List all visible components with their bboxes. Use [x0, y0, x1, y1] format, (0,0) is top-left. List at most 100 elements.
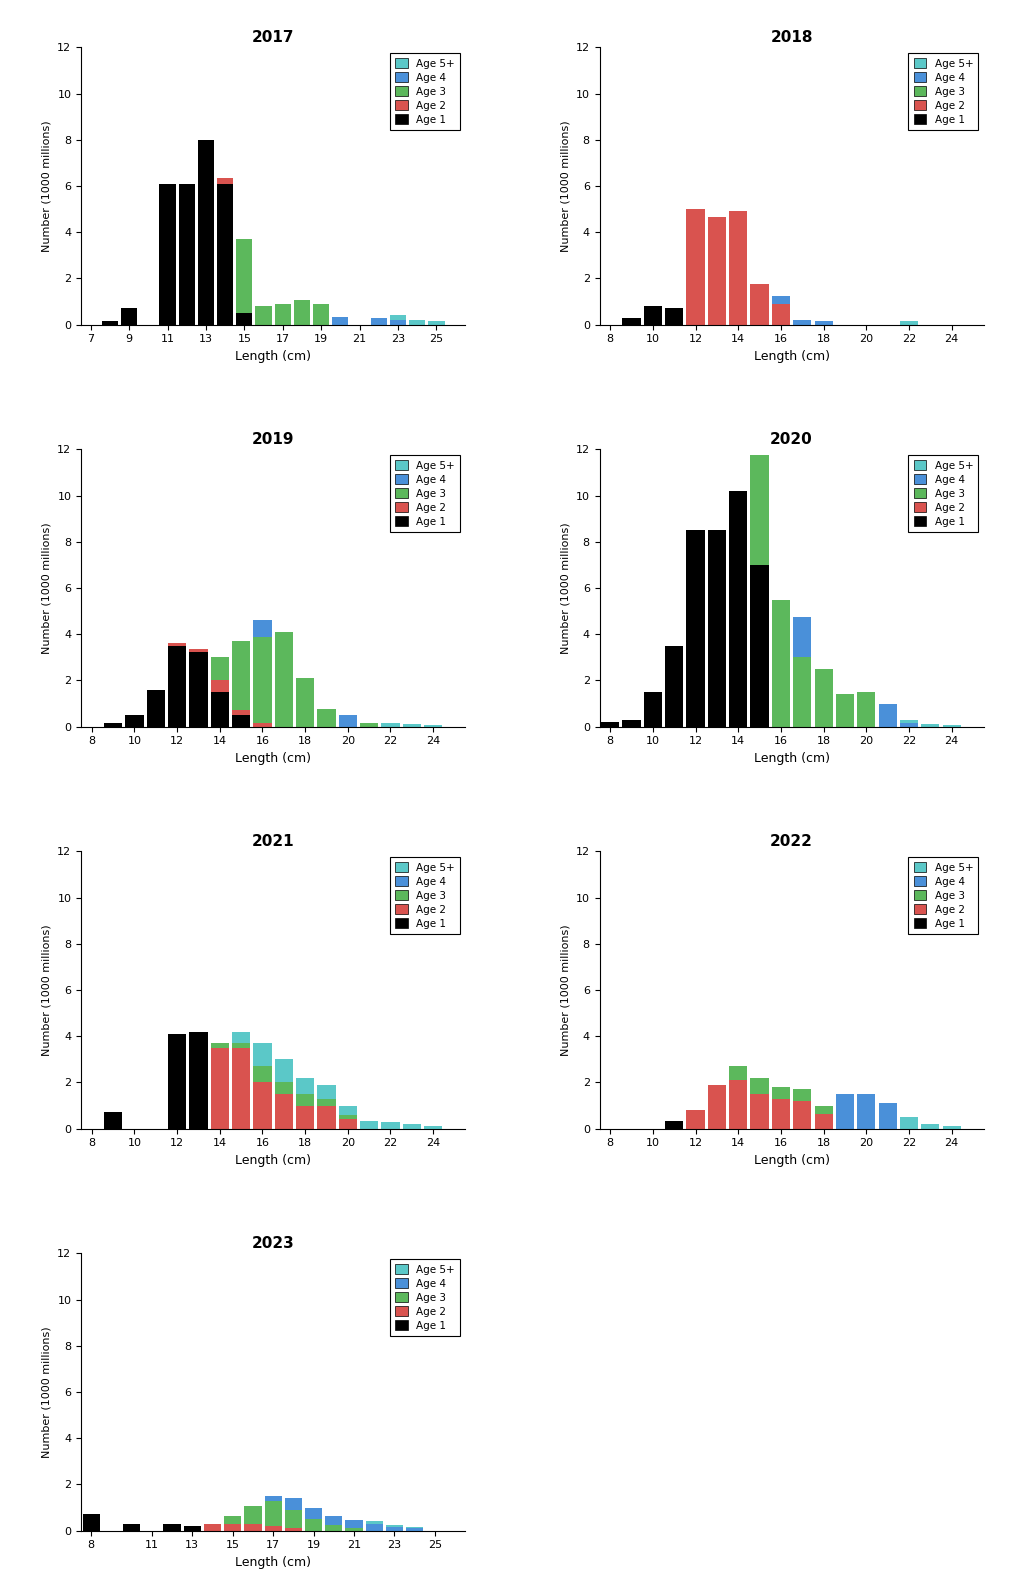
Bar — [381, 1122, 400, 1128]
Bar — [366, 1524, 382, 1531]
Bar — [232, 710, 250, 715]
Bar — [232, 1048, 250, 1128]
Bar — [296, 1106, 314, 1128]
Bar — [814, 669, 832, 726]
Bar — [366, 1521, 382, 1524]
Bar — [178, 183, 195, 325]
Bar — [424, 1127, 442, 1128]
Y-axis label: Number (1000 millions): Number (1000 millions) — [560, 120, 570, 252]
Y-axis label: Number (1000 millions): Number (1000 millions) — [42, 1326, 52, 1458]
Legend: Age 5+, Age 4, Age 3, Age 2, Age 1: Age 5+, Age 4, Age 3, Age 2, Age 1 — [390, 454, 460, 532]
Title: 2019: 2019 — [251, 432, 294, 447]
Title: 2023: 2023 — [251, 1236, 294, 1251]
Y-axis label: Number (1000 millions): Number (1000 millions) — [560, 925, 570, 1056]
Bar — [232, 1032, 250, 1043]
Bar — [217, 183, 233, 325]
Bar — [313, 305, 330, 325]
Bar — [878, 1103, 896, 1128]
Bar — [750, 1078, 769, 1094]
Y-axis label: Number (1000 millions): Number (1000 millions) — [42, 522, 52, 653]
Bar — [168, 1034, 187, 1128]
Bar — [254, 1043, 272, 1067]
X-axis label: Length (cm): Length (cm) — [235, 350, 311, 363]
Bar — [814, 1106, 832, 1114]
Bar — [708, 218, 726, 325]
Bar — [403, 1124, 421, 1128]
X-axis label: Length (cm): Length (cm) — [753, 751, 829, 765]
Bar — [899, 1117, 918, 1128]
Bar — [750, 565, 769, 726]
X-axis label: Length (cm): Length (cm) — [235, 751, 311, 765]
Bar — [836, 1094, 854, 1128]
Bar — [305, 1507, 322, 1520]
Bar — [232, 715, 250, 726]
Bar — [793, 617, 811, 658]
Bar — [601, 723, 620, 726]
Bar — [750, 1094, 769, 1128]
Bar — [325, 1515, 343, 1524]
Y-axis label: Number (1000 millions): Number (1000 millions) — [42, 120, 52, 252]
Legend: Age 5+, Age 4, Age 3, Age 2, Age 1: Age 5+, Age 4, Age 3, Age 2, Age 1 — [909, 857, 979, 934]
Bar — [232, 1043, 250, 1048]
Bar — [296, 1094, 314, 1106]
Bar — [104, 1112, 123, 1128]
Bar — [121, 308, 137, 325]
Bar — [275, 1094, 293, 1128]
Bar — [296, 679, 314, 726]
Bar — [147, 690, 165, 726]
Legend: Age 5+, Age 4, Age 3, Age 2, Age 1: Age 5+, Age 4, Age 3, Age 2, Age 1 — [909, 52, 979, 129]
Legend: Age 5+, Age 4, Age 3, Age 2, Age 1: Age 5+, Age 4, Age 3, Age 2, Age 1 — [390, 1259, 460, 1337]
Bar — [772, 295, 790, 305]
Bar — [190, 1032, 208, 1128]
Bar — [793, 320, 811, 325]
Bar — [275, 1083, 293, 1094]
Bar — [256, 306, 272, 325]
Bar — [686, 530, 705, 726]
Bar — [921, 1124, 939, 1128]
Bar — [104, 723, 123, 726]
Bar — [294, 300, 310, 325]
Bar — [168, 645, 187, 726]
Bar — [285, 1499, 302, 1510]
Bar — [317, 1106, 336, 1128]
Bar — [750, 284, 769, 325]
Bar — [254, 1083, 272, 1128]
Bar — [814, 1114, 832, 1128]
Bar — [708, 1084, 726, 1128]
Title: 2018: 2018 — [771, 30, 813, 44]
Bar — [254, 723, 272, 726]
Bar — [325, 1524, 343, 1531]
Bar — [389, 316, 406, 320]
Title: 2022: 2022 — [770, 833, 813, 849]
Bar — [254, 1067, 272, 1083]
X-axis label: Length (cm): Length (cm) — [235, 1556, 311, 1569]
Bar — [878, 704, 896, 726]
Legend: Age 5+, Age 4, Age 3, Age 2, Age 1: Age 5+, Age 4, Age 3, Age 2, Age 1 — [909, 454, 979, 532]
Bar — [339, 1114, 357, 1119]
Bar — [265, 1501, 282, 1526]
Bar — [317, 1098, 336, 1106]
Bar — [236, 312, 252, 325]
Legend: Age 5+, Age 4, Age 3, Age 2, Age 1: Age 5+, Age 4, Age 3, Age 2, Age 1 — [390, 857, 460, 934]
Bar — [403, 724, 421, 726]
Bar — [772, 1087, 790, 1098]
Bar — [644, 693, 662, 726]
Bar — [190, 649, 208, 652]
Bar — [296, 1078, 314, 1094]
Bar — [346, 1520, 363, 1529]
Bar — [244, 1507, 262, 1524]
Bar — [339, 1119, 357, 1128]
Bar — [750, 454, 769, 565]
Bar — [370, 317, 387, 325]
X-axis label: Length (cm): Length (cm) — [753, 1154, 829, 1166]
Bar — [360, 723, 378, 726]
Bar — [665, 1120, 683, 1128]
Bar — [665, 308, 683, 325]
Bar — [224, 1524, 241, 1531]
Bar — [921, 724, 939, 726]
Bar — [82, 1515, 99, 1531]
Bar — [285, 1529, 302, 1531]
Bar — [857, 1094, 875, 1128]
Bar — [346, 1529, 363, 1531]
Bar — [360, 1120, 378, 1128]
